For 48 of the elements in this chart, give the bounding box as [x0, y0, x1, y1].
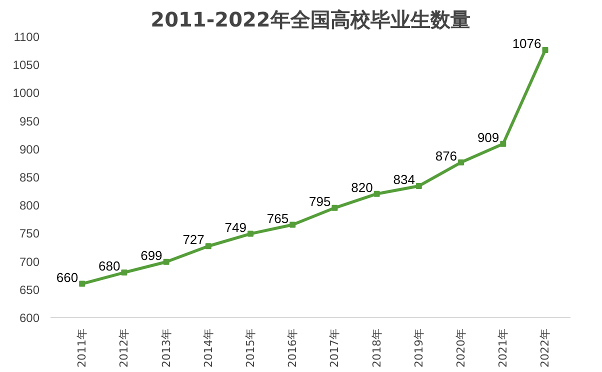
x-tick-label: 2013年 — [160, 328, 173, 368]
data-label: 876 — [435, 148, 458, 164]
x-tick-label: 2022年 — [538, 328, 552, 368]
data-label: 1076 — [512, 36, 542, 51]
x-tick-label: 2011年 — [76, 328, 89, 368]
data-label: 699 — [140, 248, 162, 263]
y-tick-label: 750 — [19, 226, 40, 241]
data-label: 680 — [98, 258, 120, 274]
point — [374, 190, 380, 197]
y-tick-label: 1100 — [14, 30, 40, 44]
x-tick-label: 2012年 — [118, 328, 131, 368]
y-tick-label: 800 — [19, 198, 40, 213]
x-tick-label: 2021年 — [496, 328, 510, 368]
point — [416, 182, 422, 189]
data-label: 749 — [224, 220, 247, 235]
x-tick-label: 2016年 — [286, 328, 300, 368]
point — [332, 204, 338, 211]
data-label: 820 — [351, 180, 373, 195]
point — [205, 243, 212, 250]
point — [500, 140, 506, 147]
point — [542, 46, 548, 53]
point — [248, 230, 254, 237]
y-tick-label: 600 — [19, 311, 40, 325]
data-label: 727 — [182, 232, 204, 248]
y-tick-label: 700 — [19, 254, 40, 269]
data-label: 795 — [309, 194, 331, 209]
data-label: 765 — [266, 210, 289, 226]
point — [458, 159, 464, 166]
x-tick-label: 2015年 — [244, 328, 257, 368]
data-label: 660 — [56, 270, 78, 285]
data-label: 909 — [477, 130, 500, 145]
y-tick-label: 1050 — [12, 58, 40, 72]
x-tick-label: 2018年 — [370, 328, 384, 368]
data-label: 834 — [393, 172, 415, 187]
x-tick-label: 2019年 — [412, 328, 426, 368]
point — [121, 270, 128, 276]
point — [79, 280, 86, 287]
y-tick-label: 850 — [19, 170, 40, 184]
y-tick-label: 950 — [19, 114, 40, 128]
point — [163, 258, 170, 265]
point — [290, 222, 296, 228]
y-tick-label: 1000 — [12, 86, 40, 100]
y-tick-label: 650 — [19, 282, 40, 297]
chart-title: 2011-2022年全国高校毕业生数量 — [150, 8, 470, 32]
x-tick-label: 2014年 — [202, 328, 215, 368]
x-tick-label: 2017年 — [328, 328, 342, 368]
y-tick-label: 900 — [19, 142, 40, 156]
x-tick-label: 2020年 — [454, 328, 468, 368]
